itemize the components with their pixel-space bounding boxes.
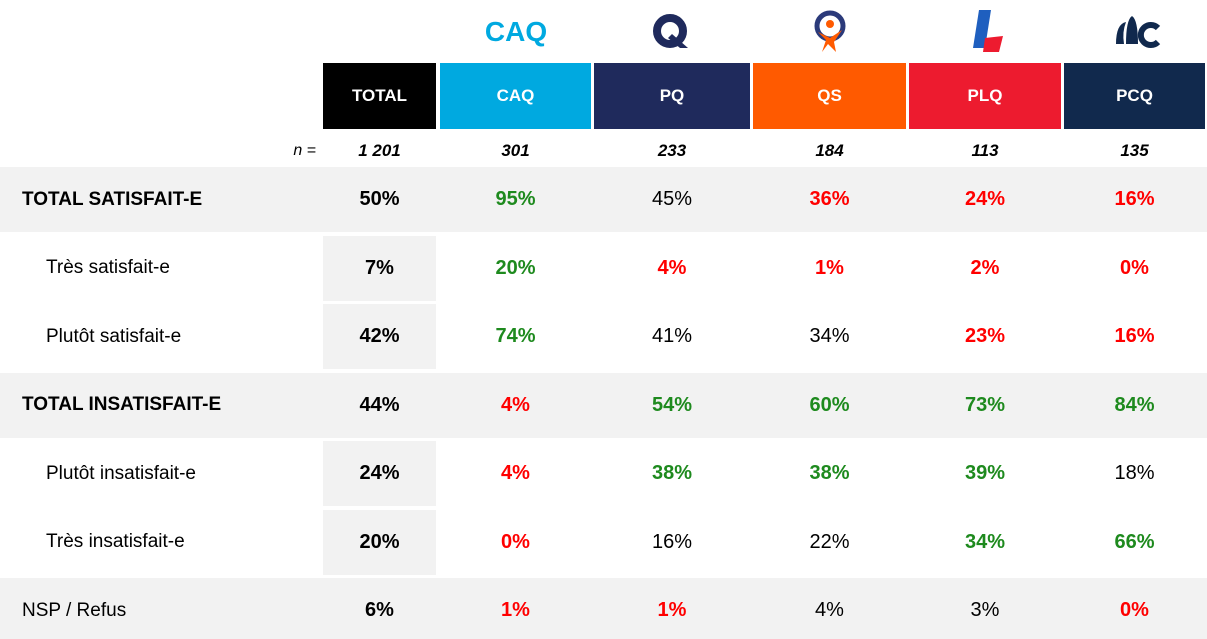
cell-value: 38% xyxy=(809,462,850,484)
cell-value: 7% xyxy=(365,256,394,279)
total-column-background xyxy=(323,509,436,575)
cell-value: 4% xyxy=(657,256,687,279)
cell-value: 16% xyxy=(651,530,693,553)
cell-value: 24% xyxy=(359,462,400,484)
n-value: 113 xyxy=(971,141,999,160)
cell-value: 73% xyxy=(964,393,1006,416)
cell-value: 41% xyxy=(651,325,693,347)
cell-value: 18% xyxy=(1114,462,1155,484)
cell-value: 36% xyxy=(809,188,850,210)
cell-value: 1% xyxy=(815,256,844,279)
cell-value: 4% xyxy=(501,393,530,416)
row-label: NSP / Refus xyxy=(22,599,127,621)
cell-value: 20% xyxy=(495,256,536,279)
pq-logo xyxy=(653,14,688,48)
cell-value: 4% xyxy=(815,599,844,621)
n-value: 301 xyxy=(501,141,530,160)
column-header: PLQ xyxy=(909,63,1061,129)
cell-value: 23% xyxy=(964,325,1006,347)
cell-value: 4% xyxy=(501,462,530,484)
cell-value: 2% xyxy=(970,256,1000,279)
cell-value: 0% xyxy=(1120,599,1149,621)
row-background xyxy=(0,167,1207,232)
plq-logo xyxy=(973,10,1003,52)
row-label: Plutôt insatisfait-e xyxy=(46,462,196,484)
cell-value: 20% xyxy=(359,530,400,553)
column-header: CAQ xyxy=(440,63,591,129)
cell-value: 66% xyxy=(1114,530,1155,553)
n-value: 184 xyxy=(815,141,844,160)
cell-value: 1% xyxy=(657,599,687,621)
caq-logo: CAQ xyxy=(485,16,547,47)
row-background xyxy=(0,578,1207,639)
column-header: PQ xyxy=(594,63,750,129)
cell-value: 6% xyxy=(365,599,394,621)
pcq-logo xyxy=(1116,16,1161,48)
total-column-background xyxy=(323,304,436,369)
cell-value: 34% xyxy=(809,325,850,347)
column-header: PCQ xyxy=(1064,63,1205,129)
qs-logo xyxy=(814,10,846,52)
cell-value: 60% xyxy=(809,393,850,416)
row-label: TOTAL SATISFAIT-E xyxy=(22,188,203,210)
cell-value: 45% xyxy=(651,188,693,210)
cell-value: 34% xyxy=(964,530,1006,553)
cell-value: 24% xyxy=(964,188,1006,210)
row-background xyxy=(0,372,1207,438)
cell-value: 39% xyxy=(964,462,1006,484)
row-label: Très satisfait-e xyxy=(46,257,170,278)
cell-value: 16% xyxy=(1114,325,1155,347)
cell-value: 84% xyxy=(1114,393,1155,416)
total-column-background xyxy=(323,235,436,301)
cell-value: 54% xyxy=(651,393,693,416)
cell-value: 1% xyxy=(501,599,530,621)
cell-value: 44% xyxy=(359,393,400,416)
row-label: TOTAL INSATISFAIT-E xyxy=(22,394,222,415)
cell-value: 16% xyxy=(1114,188,1155,210)
cell-value: 50% xyxy=(359,188,400,210)
cell-value: 95% xyxy=(495,188,536,210)
cell-value: 0% xyxy=(501,530,530,553)
n-value: 233 xyxy=(657,141,687,160)
cell-value: 22% xyxy=(809,530,850,553)
cell-value: 42% xyxy=(359,325,400,347)
cell-value: 38% xyxy=(651,462,693,484)
n-label: n = xyxy=(293,142,316,159)
n-value: 135 xyxy=(1120,141,1149,160)
column-header: QS xyxy=(753,63,906,129)
n-value: 1 201 xyxy=(358,141,401,160)
row-label: Très insatisfait-e xyxy=(46,531,185,552)
cell-value: 74% xyxy=(495,325,536,347)
row-label: Plutôt satisfait-e xyxy=(46,325,182,347)
cell-value: 0% xyxy=(1120,256,1149,279)
caq-logo-text: CAQ xyxy=(485,16,547,47)
column-header: TOTAL xyxy=(323,63,436,129)
total-column-background xyxy=(323,441,436,506)
cell-value: 3% xyxy=(970,599,1000,621)
